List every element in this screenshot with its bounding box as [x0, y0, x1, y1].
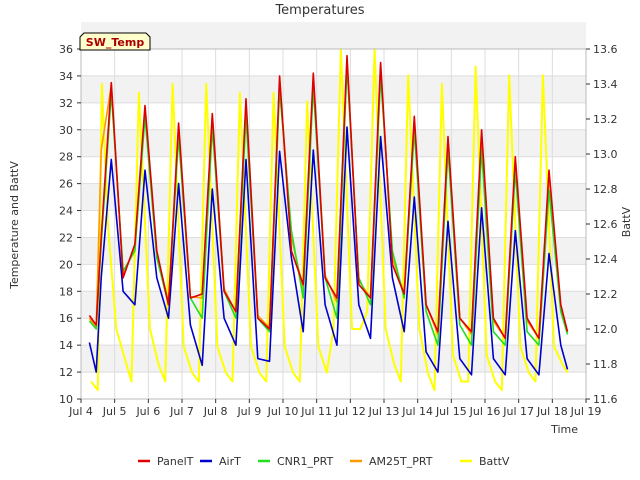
y2-tick-label: 12.0: [593, 323, 618, 336]
x-tick-label: Jul 13: [368, 405, 400, 418]
y2-axis-ticks: 11.6 11.8 12.0 12.2 12.4 12.6 12.8 13.0 13.2 13.4…: [586, 43, 618, 406]
series-line-panelt: [88, 54, 569, 340]
legend-item-airt: AirT: [200, 455, 241, 468]
x-tick-label: Jul 4: [68, 405, 93, 418]
x-tick-label: Jul 9: [236, 405, 261, 418]
legend-label: BattV: [479, 455, 510, 468]
x-tick-label: Jul 19: [570, 405, 602, 418]
y2-tick-label: 11.6: [593, 393, 618, 406]
legend-label: CNR1_PRT: [277, 455, 334, 468]
y-tick-label: 18: [59, 285, 73, 298]
y-tick-label: 22: [59, 231, 73, 244]
legend: PanelT AirT CNR1_PRT AM25T_PRT BattV: [138, 455, 510, 468]
y2-axis-label: BattV: [620, 206, 633, 237]
annotation-box: SW_Temp: [79, 32, 151, 51]
y-tick-label: 24: [59, 205, 73, 218]
y-tick-label: 16: [59, 312, 73, 325]
y2-tick-label: 13.0: [593, 148, 618, 161]
y-tick-label: 36: [59, 43, 73, 56]
x-tick-label: Jul 14: [401, 405, 433, 418]
series-line-battv: [90, 48, 569, 392]
y-tick-label: 12: [59, 366, 73, 379]
x-tick-label: Jul 5: [102, 405, 127, 418]
y2-tick-label: 12.2: [593, 288, 618, 301]
y2-tick-label: 13.6: [593, 43, 618, 56]
background-band: [81, 183, 586, 211]
x-axis-label: Time: [550, 423, 578, 436]
y-tick-label: 30: [59, 124, 73, 137]
x-tick-label: Jul 15: [435, 405, 467, 418]
x-tick-label: Jul 8: [203, 405, 228, 418]
legend-label: AirT: [219, 455, 241, 468]
background-band: [81, 129, 586, 157]
y-tick-label: 14: [59, 339, 73, 352]
background-band: [81, 22, 586, 49]
legend-label: PanelT: [157, 455, 194, 468]
y2-tick-label: 13.4: [593, 78, 618, 91]
y-tick-label: 20: [59, 258, 73, 271]
y2-tick-label: 13.2: [593, 113, 618, 126]
y-tick-label: 10: [59, 393, 73, 406]
y2-tick-label: 12.6: [593, 218, 618, 231]
plot-background-bands: [81, 22, 586, 373]
y2-tick-label: 12.8: [593, 183, 618, 196]
background-band: [81, 75, 586, 103]
legend-item-panelt: PanelT: [138, 455, 194, 468]
x-tick-label: Jul 10: [267, 405, 299, 418]
x-axis-ticks: Jul 4 Jul 5 Jul 6 Jul 7 Jul 8 Jul 9 Jul 10 Jul …: [68, 399, 601, 418]
annotation-text: SW_Temp: [86, 36, 145, 49]
x-tick-label: Jul 7: [169, 405, 194, 418]
x-tick-label: Jul 17: [502, 405, 534, 418]
y2-tick-label: 12.4: [593, 253, 618, 266]
legend-item-am25t-prt: AM25T_PRT: [350, 455, 433, 468]
x-tick-label: Jul 6: [135, 405, 160, 418]
x-tick-label: Jul 18: [536, 405, 568, 418]
y-axis-ticks: 10 12 14 16 18 20 22 24 26 28 30 32 34 36: [59, 43, 81, 406]
legend-item-battv: BattV: [460, 455, 510, 468]
series-layer: [88, 48, 569, 392]
y-tick-label: 32: [59, 97, 73, 110]
y-tick-label: 34: [59, 70, 73, 83]
y2-tick-label: 11.8: [593, 358, 618, 371]
legend-item-cnr1-prt: CNR1_PRT: [258, 455, 334, 468]
x-tick-label: Jul 12: [334, 405, 366, 418]
series-line-airt: [88, 126, 569, 376]
x-tick-label: Jul 11: [300, 405, 332, 418]
y-tick-label: 26: [59, 178, 73, 191]
background-band: [81, 237, 586, 265]
chart-title: Temperatures: [274, 3, 364, 18]
y-axis-label: Temperature and BattV: [8, 161, 21, 290]
legend-label: AM25T_PRT: [369, 455, 433, 468]
y-tick-label: 28: [59, 151, 73, 164]
x-tick-label: Jul 16: [469, 405, 501, 418]
